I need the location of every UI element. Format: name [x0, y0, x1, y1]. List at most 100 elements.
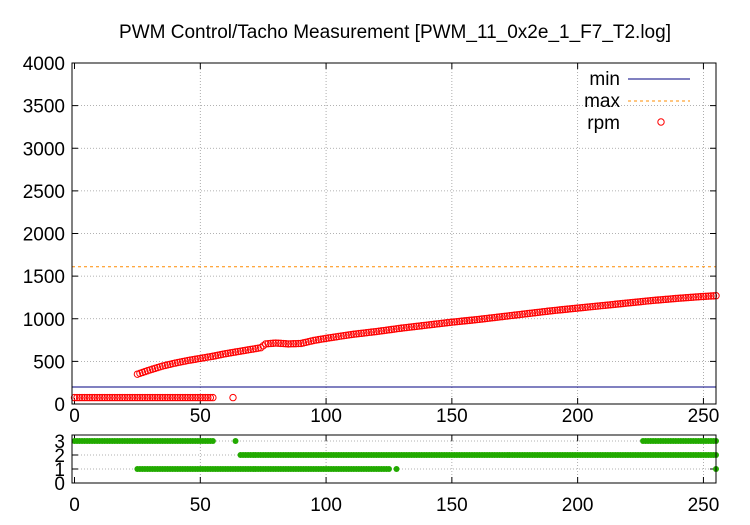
rpm-point — [292, 339, 300, 348]
rpm-point — [468, 316, 476, 324]
rpm-point — [372, 327, 381, 336]
rpm-point — [75, 393, 84, 402]
rpm-point — [161, 393, 169, 402]
rpm-point — [357, 329, 365, 338]
rpm-point — [460, 317, 469, 325]
bottom-x-tick-label: 50 — [190, 495, 211, 516]
rpm-point — [417, 322, 426, 330]
rpm-point — [594, 302, 602, 310]
bottom-x-tick-label: 200 — [562, 495, 594, 516]
rpm-point — [289, 340, 298, 348]
rpm-point — [236, 347, 245, 355]
rpm-point — [191, 355, 199, 363]
rpm-point — [138, 393, 147, 402]
rpm-point — [382, 326, 391, 334]
rpm-point — [684, 293, 693, 302]
legend-swatch-rpm — [657, 118, 665, 126]
rpm-point — [103, 393, 111, 402]
rpm-point — [196, 393, 204, 402]
rpm-point — [511, 311, 519, 319]
rpm-point — [189, 355, 197, 364]
rpm-point — [654, 296, 662, 304]
rpm-point — [493, 313, 501, 321]
rpm-point — [566, 305, 574, 313]
rpm-point — [78, 393, 86, 402]
rpm-point — [176, 393, 184, 402]
rpm-point — [262, 340, 270, 348]
rpm-point — [163, 393, 172, 402]
rpm-point — [679, 294, 687, 302]
rpm-point — [360, 329, 368, 337]
rpm-point — [156, 393, 164, 402]
rpm-point — [111, 393, 119, 402]
rpm-point — [199, 393, 207, 402]
bottom-x-tick-label: 100 — [310, 495, 342, 516]
rpm-point — [272, 339, 280, 347]
rpm-point — [196, 354, 204, 363]
rpm-point — [136, 393, 144, 402]
rpm-point — [440, 319, 449, 327]
rpm-point — [656, 296, 665, 304]
rpm-point — [563, 305, 572, 313]
rpm-point — [339, 331, 348, 340]
rpm-point — [659, 295, 667, 304]
bottom-x-tick-label: 150 — [436, 495, 468, 516]
rpm-point — [397, 324, 406, 332]
rpm-point — [445, 318, 454, 327]
rpm-point — [80, 393, 89, 402]
rpm-point — [543, 307, 552, 315]
rpm-point — [614, 300, 622, 308]
rpm-point — [470, 316, 479, 324]
rpm-point — [536, 308, 544, 316]
rpm-point — [158, 393, 167, 402]
rpm-point — [664, 295, 672, 303]
bottom-y-tick-label: 0 — [54, 474, 65, 495]
rpm-point — [546, 307, 554, 315]
rpm-point — [661, 295, 670, 304]
rpm-point — [596, 302, 604, 310]
rpm-point — [631, 298, 640, 306]
rpm-point — [199, 354, 207, 362]
rpm-point — [334, 332, 343, 341]
rpm-point — [184, 356, 192, 365]
rpm-point — [490, 313, 499, 322]
rpm-point — [362, 329, 371, 337]
rpm-point — [541, 307, 549, 316]
rpm-point — [558, 305, 567, 314]
rpm-point — [329, 333, 338, 341]
rpm-point — [589, 302, 597, 311]
rpm-point — [584, 303, 592, 311]
rpm-point — [438, 319, 446, 328]
rpm-point — [677, 294, 685, 302]
rpm-point — [667, 295, 675, 303]
rpm-point — [465, 316, 474, 325]
rpm-point — [433, 320, 441, 328]
state-point — [385, 466, 392, 472]
rpm-point — [375, 327, 383, 335]
rpm-point — [611, 300, 620, 308]
rpm-point — [322, 334, 330, 343]
rpm-point — [186, 393, 194, 402]
rpm-point — [624, 299, 632, 307]
rpm-point — [151, 393, 159, 402]
rpm-point — [420, 321, 428, 330]
rpm-point — [189, 393, 197, 402]
rpm-point — [458, 317, 466, 325]
top-grid — [72, 63, 716, 404]
rpm-point — [405, 323, 413, 331]
rpm-point — [425, 321, 433, 329]
rpm-point — [141, 393, 149, 402]
rpm-point — [435, 319, 443, 328]
rpm-point — [709, 292, 718, 300]
rpm-point — [229, 393, 237, 402]
rpm-point — [337, 332, 345, 340]
rpm-point — [73, 393, 81, 402]
rpm-point — [448, 318, 456, 326]
rpm-point — [629, 298, 637, 307]
rpm-point — [93, 393, 101, 402]
rpm-point — [128, 393, 137, 402]
rpm-point — [370, 328, 378, 336]
rpm-point — [345, 331, 353, 339]
